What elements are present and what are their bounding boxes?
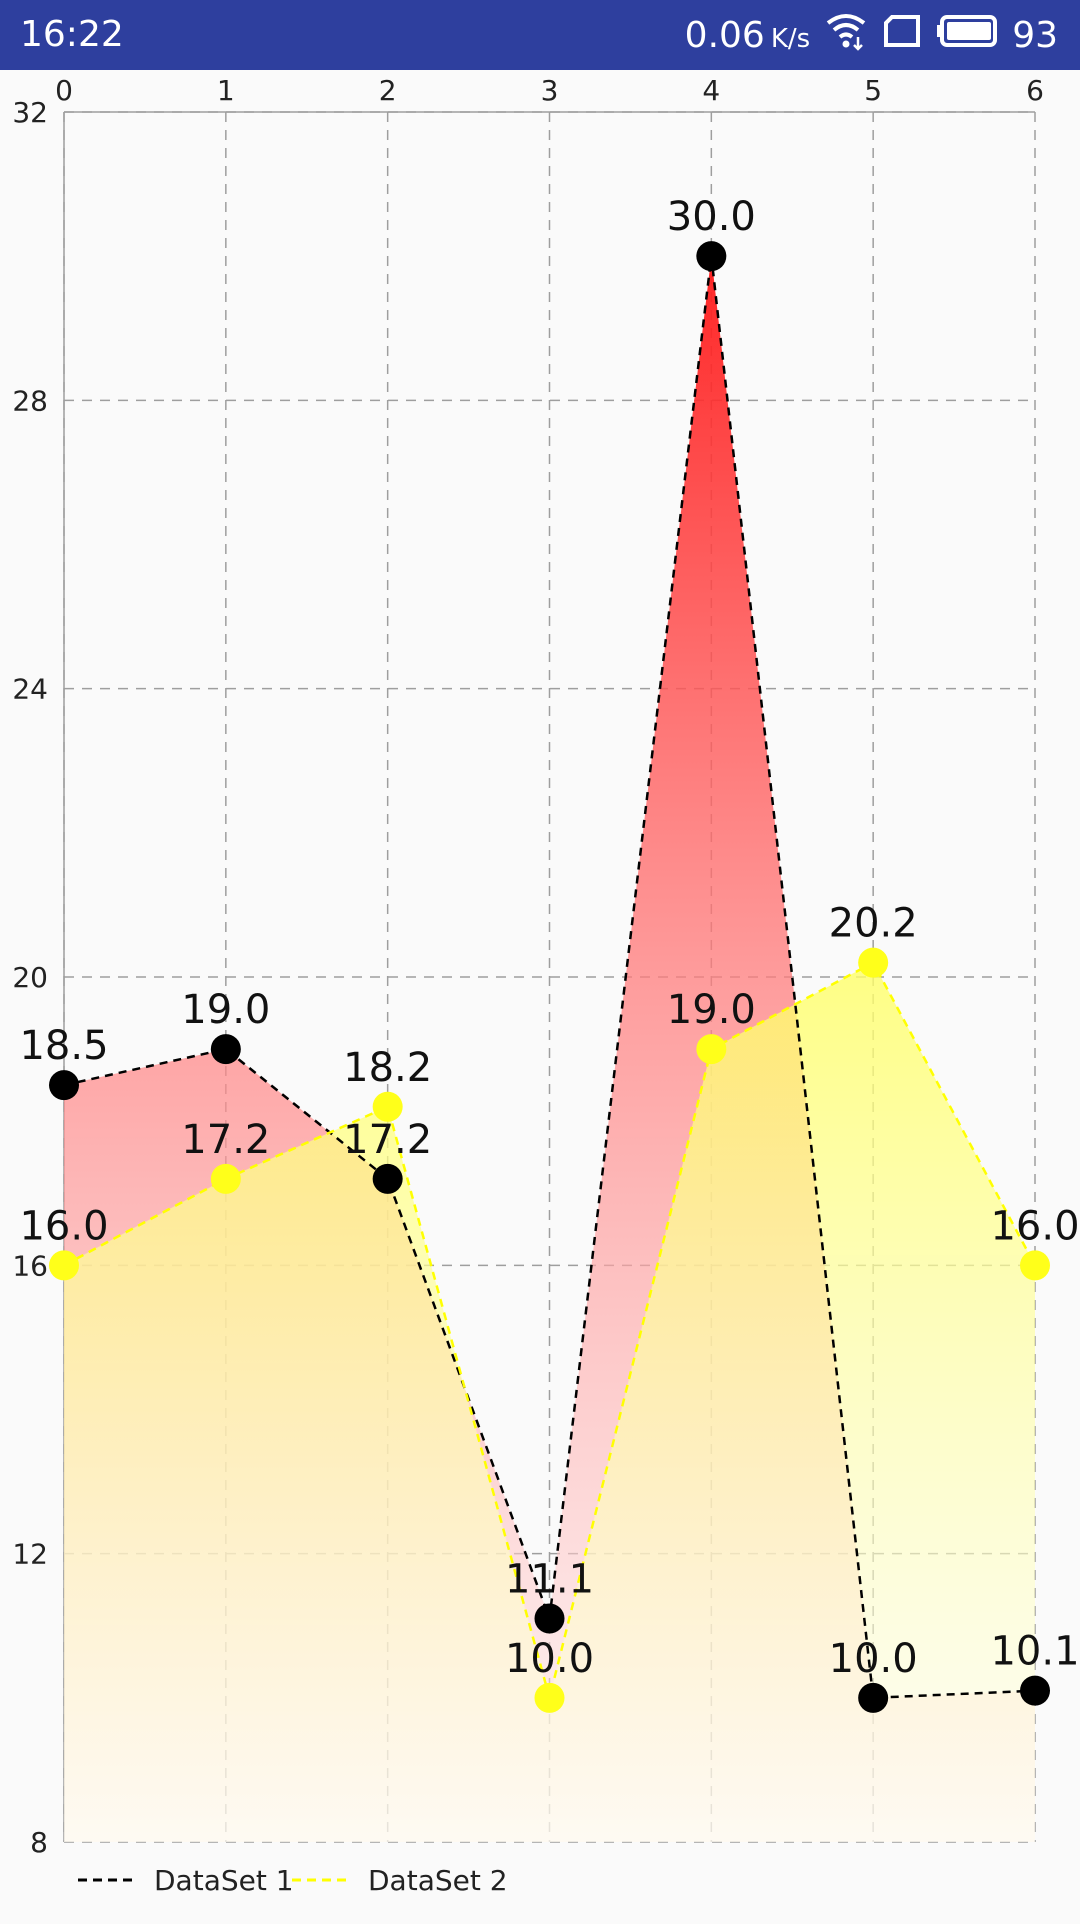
x-tick-label-2: 2: [379, 74, 397, 107]
x-tick-label-4: 4: [702, 74, 720, 107]
series-1-label-3: 11.1: [505, 1557, 594, 1603]
y-tick-label-5: 28: [12, 384, 48, 417]
battery-icon: [936, 14, 998, 57]
y-tick-label-6: 32: [12, 96, 48, 129]
series-2-point-3: [534, 1682, 565, 1713]
series-area-2: [64, 962, 1035, 1842]
series-1-point-2: [372, 1163, 403, 1194]
wifi-icon: [824, 11, 868, 60]
y-tick-label-3: 20: [12, 961, 48, 994]
x-tick-label-5: 5: [864, 74, 882, 107]
series-2-point-0: [49, 1250, 79, 1281]
chart-container: 18.5 19.0 17.2 11.1 30.0 10.0 10.1 16.0 17.2 18.2…: [0, 70, 1080, 1920]
series-1-label-4: 30.0: [667, 194, 756, 240]
series-1-point-3: [534, 1603, 565, 1634]
series-1-label-5: 10.0: [829, 1636, 918, 1682]
x-tick-label-1: 1: [217, 74, 235, 107]
series-2-point-4: [696, 1034, 727, 1065]
status-bar: 16:22 0.06 K/s 93: [0, 0, 1080, 70]
series-1-point-1: [210, 1034, 241, 1065]
y-tick-label-2: 16: [12, 1249, 48, 1282]
status-time: 16:22: [20, 14, 124, 55]
series-2-label-0: 16.0: [19, 1203, 108, 1249]
x-tick-label-0: 0: [55, 74, 73, 107]
series-2-label-4: 19.0: [667, 987, 756, 1033]
legend-label-1: DataSet 1: [154, 1864, 294, 1897]
legend-label-2: DataSet 2: [368, 1864, 508, 1897]
series-1-label-0: 18.5: [19, 1023, 108, 1069]
series-2-point-2: [372, 1091, 403, 1122]
series-1-label-1: 19.0: [181, 987, 270, 1033]
network-speed-unit: K/s: [770, 23, 811, 54]
network-speed: 0.06 K/s: [685, 15, 811, 56]
y-tick-label-4: 24: [12, 673, 48, 706]
y-tick-label-0: 8: [30, 1826, 48, 1859]
status-icons: 0.06 K/s 93: [685, 12, 1058, 58]
y-tick-label-1: 12: [12, 1538, 48, 1571]
series-2-label-5: 20.2: [829, 901, 918, 947]
series-1-point-5: [858, 1682, 889, 1713]
series-1-point-6: [1020, 1675, 1050, 1706]
series-2-point-5: [858, 947, 889, 978]
series-2-point-1: [210, 1163, 241, 1194]
network-speed-value: 0.06: [684, 14, 765, 56]
series-2-label-2: 18.2: [343, 1045, 432, 1091]
line-chart: 18.5 19.0 17.2 11.1 30.0 10.0 10.1 16.0 17.2 18.2…: [12, 74, 1079, 1897]
series-1-point-4: [696, 241, 727, 272]
series-2-label-1: 17.2: [181, 1117, 270, 1163]
x-tick-label-6: 6: [1026, 74, 1044, 107]
x-tick-label-3: 3: [541, 74, 559, 107]
series-1-label-6: 10.1: [990, 1629, 1079, 1675]
sim-card-icon: [882, 13, 922, 58]
series-2-label-6: 16.0: [990, 1203, 1079, 1249]
series-2-point-6: [1020, 1250, 1050, 1281]
series-1-point-0: [49, 1070, 79, 1101]
series-1-label-2: 17.2: [343, 1117, 432, 1163]
battery-level: 93: [1012, 14, 1058, 56]
series-2-label-3: 10.0: [505, 1636, 594, 1682]
